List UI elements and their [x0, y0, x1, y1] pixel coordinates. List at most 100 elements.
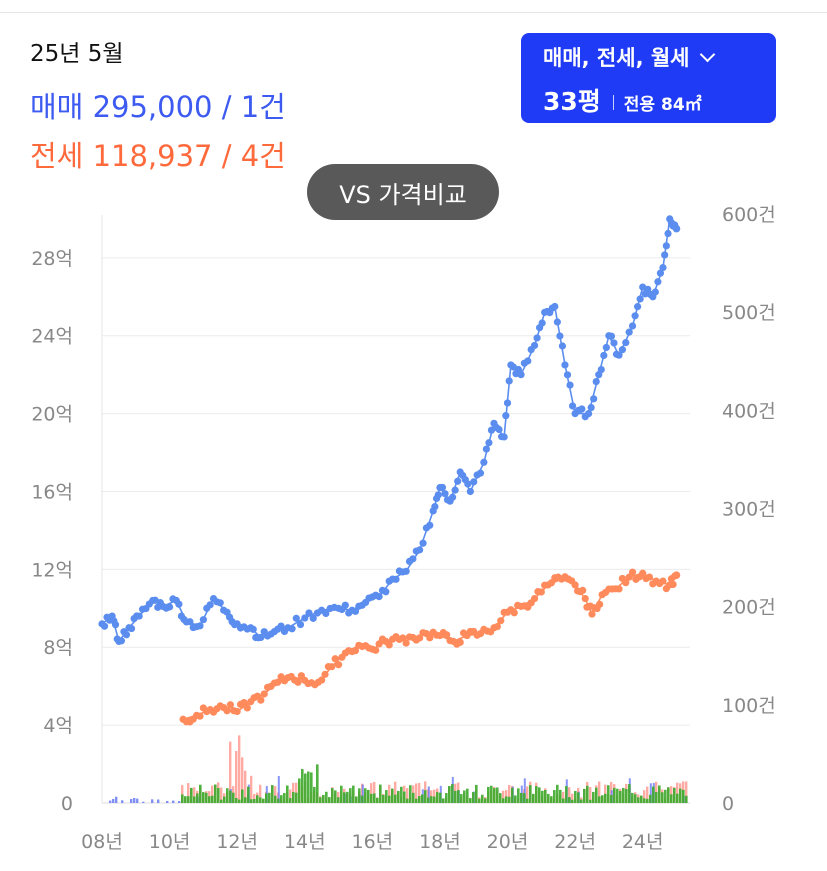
trade-types-label: 매매, 전세, 월세 — [543, 46, 690, 70]
volume-bar — [229, 790, 232, 803]
volume-bar — [178, 801, 181, 803]
jeonse-point — [669, 580, 677, 589]
sale-point — [656, 269, 665, 277]
jeonse-point — [318, 676, 326, 684]
y-left-tick-label: 20억 — [31, 404, 73, 426]
volume-bar — [343, 792, 346, 803]
volume-bar — [301, 769, 304, 803]
sale-point — [654, 278, 662, 286]
volume-bar — [664, 789, 667, 803]
volume-bar — [604, 793, 607, 803]
volume-bar — [121, 800, 124, 803]
sale-point — [563, 371, 572, 379]
volume-bar — [268, 792, 271, 803]
sale-point — [382, 588, 390, 596]
volume-bar — [661, 792, 664, 803]
volume-bar — [616, 788, 619, 803]
sale-point — [249, 625, 257, 633]
volume-bar — [538, 787, 541, 803]
sale-point — [175, 600, 183, 608]
jeonse-point — [659, 577, 667, 585]
sale-point — [309, 614, 317, 622]
volume-bar — [499, 793, 502, 803]
sale-point — [500, 433, 508, 441]
volume-bar — [442, 798, 445, 803]
volume-bar — [382, 794, 385, 803]
jeonse-point — [530, 594, 539, 603]
volume-bar — [433, 789, 436, 803]
volume-bar — [130, 799, 133, 803]
sale-point — [558, 342, 567, 350]
x-tick-label: 14년 — [284, 831, 326, 853]
sale-point — [634, 303, 642, 311]
volume-bar — [637, 797, 640, 803]
volume-bar — [346, 791, 349, 803]
volume-bar — [472, 792, 475, 803]
sale-point — [538, 319, 546, 327]
jeonse-point — [233, 707, 241, 716]
period-label: 25년 5월 — [30, 41, 124, 67]
volume-bar — [229, 741, 232, 803]
volume-bar — [652, 786, 655, 803]
volume-bar — [373, 781, 376, 803]
volume-bar — [406, 798, 409, 803]
volume-bar — [142, 801, 145, 803]
sale-point — [533, 334, 541, 342]
sale-point — [426, 521, 434, 529]
volume-bar — [673, 787, 676, 803]
x-tick-label: 20년 — [487, 831, 529, 853]
volume-bar — [490, 785, 493, 803]
volume-bar — [406, 788, 409, 803]
volume-bar — [511, 787, 514, 803]
sale-point — [341, 601, 349, 609]
volume-bar — [235, 750, 238, 803]
volume-bar — [583, 788, 586, 803]
jeonse-point — [416, 634, 424, 642]
y-right-tick-label: 600건 — [722, 204, 776, 226]
sale-point — [615, 351, 623, 359]
volume-bar — [367, 789, 370, 803]
sale-point — [466, 487, 474, 496]
volume-bar — [388, 784, 391, 803]
volume-bar — [601, 795, 604, 803]
volume-bar — [289, 798, 292, 803]
volume-bar — [625, 789, 628, 803]
volume-bar — [487, 786, 490, 803]
volume-bar — [469, 798, 472, 803]
volume-bar — [520, 792, 523, 803]
jeonse-point — [622, 579, 630, 587]
volume-bar — [682, 789, 685, 803]
volume-bar — [283, 792, 286, 803]
volume-bar — [253, 793, 256, 803]
volume-bar — [589, 799, 592, 803]
volume-bar — [181, 794, 184, 803]
volume-bar — [286, 785, 289, 803]
sale-point — [556, 332, 564, 340]
sale-point — [592, 377, 600, 386]
volume-bar — [211, 785, 214, 803]
volume-bar — [253, 798, 256, 803]
jeonse-point — [510, 609, 518, 617]
volume-bar — [274, 795, 277, 803]
jeonse-summary: 전세 118,937 / 4건 — [30, 139, 286, 173]
volume-bar — [493, 788, 496, 803]
volume-bar — [232, 792, 235, 803]
volume-bar — [523, 778, 526, 803]
volume-bar — [265, 793, 268, 803]
jeonse-point — [443, 631, 451, 639]
jeonse-point — [456, 638, 464, 646]
volume-bar — [187, 783, 190, 803]
volume-bar — [172, 800, 175, 803]
volume-bar — [649, 794, 652, 803]
trade-type-selector[interactable]: 매매, 전세, 월세 33평 전용 84㎡ — [521, 33, 776, 123]
volume-bar — [298, 778, 301, 803]
vs-compare-button[interactable]: VS 가격비교 — [307, 164, 499, 220]
volume-bar — [532, 793, 535, 803]
volume-bar — [427, 797, 430, 803]
sale-point — [199, 616, 207, 624]
volume-bar — [250, 799, 253, 803]
volume-bar — [481, 794, 484, 803]
jeonse-point — [334, 661, 343, 669]
x-tick-label: 24년 — [622, 831, 664, 853]
volume-bar — [157, 799, 160, 803]
